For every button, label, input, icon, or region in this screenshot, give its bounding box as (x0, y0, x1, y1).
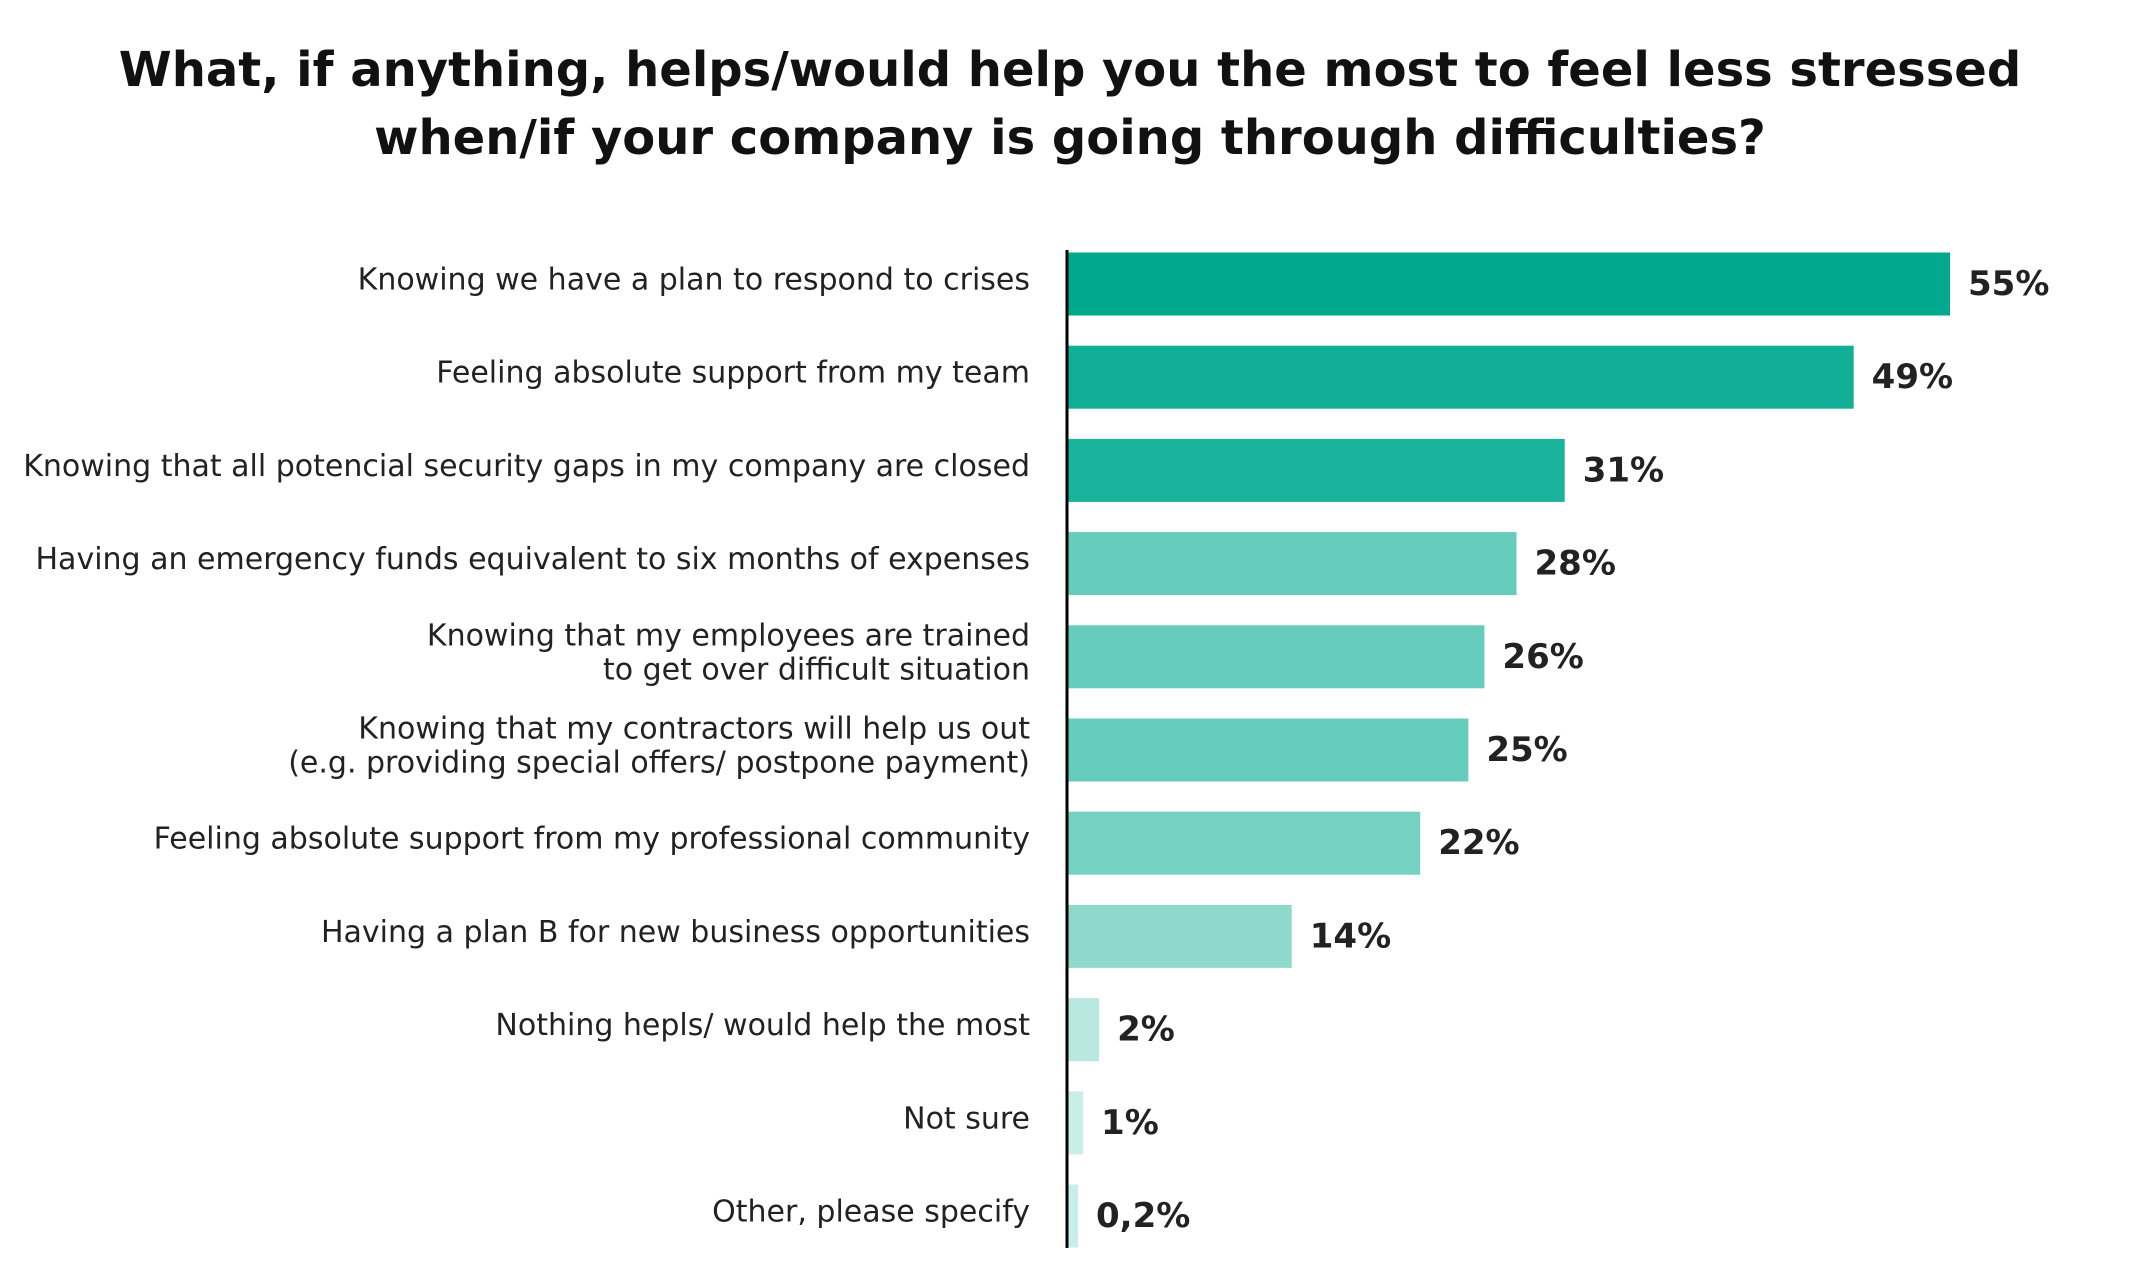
category-label-8: Having a plan B for new business opportu… (321, 915, 1030, 950)
value-label-7: 22% (1438, 823, 1519, 863)
bar-11 (1067, 1184, 1078, 1248)
category-label-2: Feeling absolute support from my team (436, 356, 1030, 391)
chart-title: What, if anything, helps/would help you … (0, 36, 2140, 172)
value-label-10: 1% (1101, 1103, 1159, 1143)
value-label-2: 49% (1872, 357, 1953, 397)
category-label-11: Other, please specify (712, 1195, 1030, 1230)
category-label-10: Not sure (903, 1101, 1030, 1136)
category-label-5-line-1: Knowing that my employees are trained (427, 618, 1030, 653)
value-label-6: 25% (1486, 730, 1567, 770)
category-label-6-line-1: Knowing that my contractors will help us… (358, 712, 1030, 747)
value-labels: 55% 49% 31% 28% 26% 25% 22% 14% 2% 1% 0,2% (1096, 264, 2049, 1236)
bar-9 (1067, 998, 1100, 1062)
value-label-3: 31% (1583, 450, 1664, 490)
bar-10 (1067, 1091, 1084, 1155)
value-label-5: 26% (1502, 637, 1583, 677)
category-labels: Knowing we have a plan to respond to cri… (23, 263, 1030, 1230)
bar-6 (1067, 718, 1469, 782)
category-label-9: Nothing hepls/ would help the most (495, 1008, 1030, 1043)
bar-7 (1067, 811, 1421, 875)
chart-title-line-1: What, if anything, helps/would help you … (118, 42, 2022, 98)
bar-5 (1067, 625, 1485, 689)
bar-1 (1067, 252, 1950, 316)
category-label-5-line-2: to get over difficult situation (603, 652, 1030, 687)
value-label-11: 0,2% (1096, 1196, 1190, 1236)
category-label-4: Having an emergency funds equivalent to … (36, 542, 1031, 577)
bar-2 (1067, 345, 1854, 409)
value-label-1: 55% (1968, 264, 2049, 304)
category-label-6-line-2: (e.g. providing special offers/ postpone… (288, 746, 1030, 781)
bar-group (1067, 252, 1950, 1248)
category-label-7: Feeling absolute support from my profess… (154, 822, 1030, 857)
bar-8 (1067, 904, 1292, 968)
value-label-4: 28% (1535, 544, 1616, 584)
value-label-8: 14% (1310, 916, 1391, 956)
category-label-1: Knowing we have a plan to respond to cri… (358, 263, 1030, 298)
bar-4 (1067, 532, 1517, 596)
value-label-9: 2% (1117, 1010, 1175, 1050)
bar-3 (1067, 438, 1565, 502)
category-label-3: Knowing that all potencial security gaps… (23, 449, 1030, 484)
chart-title-line-2: when/if your company is going through di… (374, 110, 1766, 166)
